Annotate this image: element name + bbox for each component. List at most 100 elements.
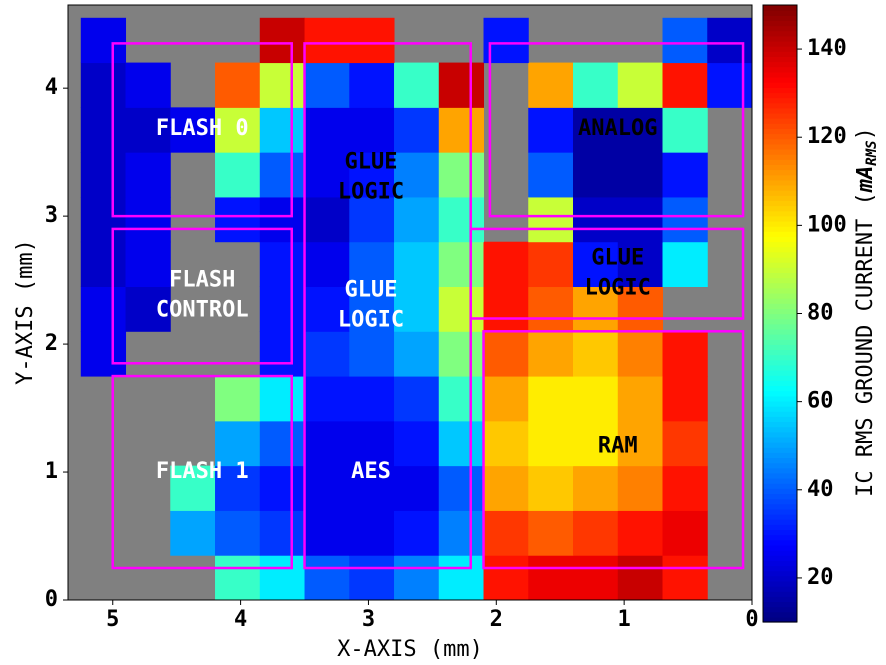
colorbar-segment	[763, 293, 797, 299]
colorbar-segment	[763, 319, 797, 325]
heatmap-cell	[573, 510, 618, 555]
region-label: LOGIC	[585, 276, 651, 301]
colorbar-segment	[763, 314, 797, 320]
heatmap-cell	[573, 152, 618, 197]
heatmap-cell	[260, 331, 305, 376]
colorbar-segment	[763, 149, 797, 155]
heatmap-cell	[81, 107, 126, 152]
heatmap-cell	[260, 466, 305, 511]
x-tick-label: 1	[618, 607, 631, 632]
heatmap-cell	[618, 510, 663, 555]
colorbar-segment	[763, 206, 797, 212]
colorbar-segment	[763, 267, 797, 273]
colorbar-segment	[763, 555, 797, 561]
heatmap-cell	[439, 466, 484, 511]
heatmap-cell	[215, 152, 260, 197]
colorbar-segment	[763, 257, 797, 263]
heatmap-cell	[484, 510, 529, 555]
colorbar-segment	[763, 365, 797, 371]
heatmap-cell	[215, 63, 260, 108]
colorbar-segment	[763, 535, 797, 541]
region-label: GLUE	[345, 150, 398, 175]
colorbar-segment	[763, 545, 797, 551]
colorbar-segment	[763, 514, 797, 520]
colorbar-segment	[763, 576, 797, 582]
colorbar-segment	[763, 360, 797, 366]
x-tick-label: 0	[745, 607, 758, 632]
heatmap-cell	[528, 510, 573, 555]
colorbar-segment	[763, 483, 797, 489]
colorbar-segment	[763, 437, 797, 443]
heatmap-cell	[215, 376, 260, 421]
heatmap-cell	[394, 421, 439, 466]
colorbar-segment	[763, 31, 797, 37]
heatmap-cell	[81, 331, 126, 376]
heatmap-cell	[618, 376, 663, 421]
heatmap-cell	[528, 331, 573, 376]
heatmap-cell	[260, 555, 305, 600]
colorbar-segment	[763, 144, 797, 150]
region-label: FLASH 0	[156, 116, 249, 141]
colorbar-segment	[763, 571, 797, 577]
colorbar-segment	[763, 242, 797, 248]
heatmap-cell	[528, 421, 573, 466]
colorbar-segment	[763, 247, 797, 253]
colorbar-label-text: )	[853, 127, 878, 140]
x-axis-label: X-AXIS (mm)	[337, 637, 483, 662]
heatmap-cell	[215, 510, 260, 555]
heatmap-cell	[573, 197, 618, 242]
colorbar-segment	[763, 46, 797, 52]
heatmap-cell	[394, 555, 439, 600]
colorbar-segment	[763, 164, 797, 170]
heatmap-cell	[528, 466, 573, 511]
colorbar-segment	[763, 432, 797, 438]
heatmap-cell	[528, 152, 573, 197]
colorbar-segment	[763, 77, 797, 83]
heatmap-cell	[260, 63, 305, 108]
colorbar-segment	[763, 478, 797, 484]
y-tick-label: 1	[45, 459, 58, 484]
heatmap-cell	[439, 376, 484, 421]
colorbar-segment	[763, 339, 797, 345]
colorbar-label-text: IC RMS GROUND CURRENT (	[853, 192, 878, 497]
colorbar-segment	[763, 406, 797, 412]
colorbar-segment	[763, 586, 797, 592]
heatmap-cell	[618, 331, 663, 376]
region-label: LOGIC	[338, 308, 404, 333]
heatmap-cell	[707, 18, 752, 63]
heatmap-cell	[439, 555, 484, 600]
heatmap-cell	[439, 152, 484, 197]
heatmap-cell	[126, 152, 171, 197]
colorbar-segment	[763, 195, 797, 201]
heatmap-cell	[260, 152, 305, 197]
colorbar-segment	[763, 391, 797, 397]
heatmap-cell	[394, 510, 439, 555]
colorbar-tick-label: 60	[807, 389, 834, 414]
colorbar-segment	[763, 252, 797, 258]
heatmap-cell	[349, 510, 394, 555]
colorbar-segment	[763, 447, 797, 453]
colorbar-segment	[763, 92, 797, 98]
heatmap-cell	[618, 152, 663, 197]
colorbar-tick-label: 140	[807, 36, 847, 61]
colorbar-segment	[763, 288, 797, 294]
colorbar-segment	[763, 452, 797, 458]
heatmap-cell	[170, 510, 215, 555]
colorbar-segment	[763, 370, 797, 376]
colorbar-segment	[763, 550, 797, 556]
colorbar-segment	[763, 211, 797, 217]
heatmap-cell	[618, 555, 663, 600]
colorbar-segment	[763, 463, 797, 469]
colorbar-segment	[763, 468, 797, 474]
heatmap-cell	[81, 287, 126, 332]
heatmap-cell	[81, 18, 126, 63]
x-tick-label: 3	[362, 607, 375, 632]
colorbar-segment	[763, 457, 797, 463]
colorbar-segment	[763, 519, 797, 525]
heatmap-cell	[81, 242, 126, 287]
heatmap-cell	[260, 18, 305, 63]
heatmap-cell	[573, 555, 618, 600]
heatmap-cell	[528, 107, 573, 152]
colorbar-segment	[763, 524, 797, 530]
heatmap-cell	[663, 466, 708, 511]
